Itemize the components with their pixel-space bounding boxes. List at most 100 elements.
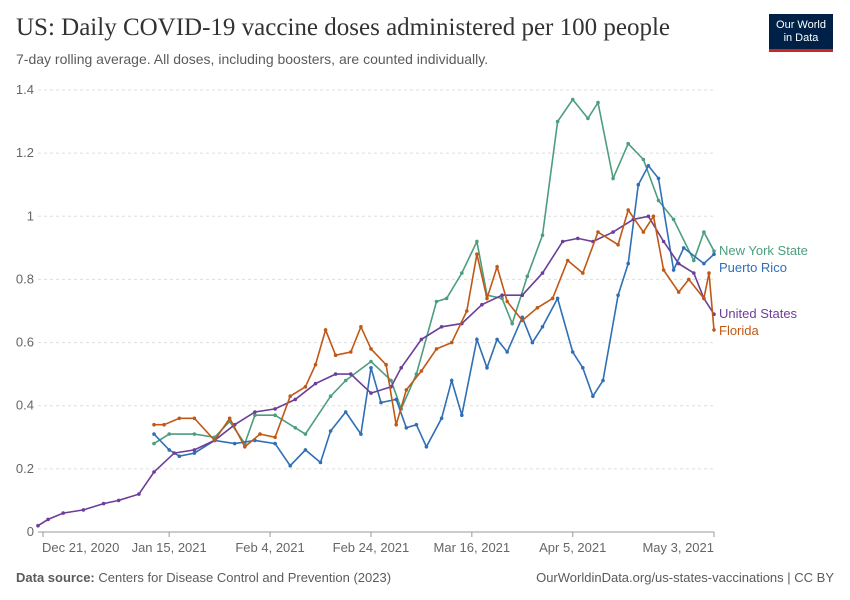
- data-point-united-states: [333, 372, 338, 376]
- data-point-puerto-rico: [581, 366, 585, 370]
- legend-label-florida: Florida: [719, 323, 760, 338]
- data-point-united-states: [611, 230, 615, 234]
- data-point-florida: [192, 416, 197, 421]
- data-point-united-states: [293, 397, 298, 402]
- data-point-new-york-state: [444, 296, 449, 301]
- data-point-florida: [475, 252, 479, 256]
- data-point-florida: [384, 362, 388, 367]
- data-point-new-york-state: [253, 413, 257, 418]
- chart-title: US: Daily COVID-19 vaccine doses adminis…: [16, 14, 671, 41]
- x-tick-label: Feb 24, 2021: [333, 540, 410, 555]
- source-label: Data source:: [16, 570, 95, 585]
- data-point-florida: [520, 318, 525, 323]
- data-point-puerto-rico: [232, 441, 237, 446]
- data-point-new-york-state: [434, 299, 439, 304]
- footer-url[interactable]: OurWorldinData.org/us-states-vaccination…: [536, 570, 834, 585]
- data-point-new-york-state: [293, 426, 298, 430]
- data-point-puerto-rico: [702, 261, 706, 266]
- data-point-florida: [152, 422, 156, 427]
- data-point-florida: [227, 416, 232, 421]
- owid-logo[interactable]: Our World in Data: [769, 14, 833, 52]
- data-point-florida: [404, 388, 409, 392]
- data-point-united-states: [152, 470, 156, 474]
- data-point-puerto-rico: [414, 422, 419, 427]
- data-point-puerto-rico: [424, 445, 429, 449]
- data-point-puerto-rico: [303, 448, 308, 452]
- x-tick-label: Jan 15, 2021: [132, 540, 207, 555]
- data-point-united-states: [520, 293, 525, 298]
- data-point-florida: [313, 362, 318, 367]
- data-point-united-states: [116, 498, 121, 503]
- data-point-florida: [419, 369, 424, 373]
- legend-label-united-states: United States: [719, 306, 798, 321]
- data-point-puerto-rico: [671, 268, 676, 272]
- data-point-united-states: [369, 391, 373, 395]
- data-point-puerto-rico: [485, 366, 489, 370]
- data-point-florida: [177, 416, 182, 421]
- data-point-united-states: [419, 337, 424, 342]
- data-point-united-states: [576, 236, 580, 241]
- data-point-new-york-state: [611, 176, 615, 181]
- data-point-florida: [243, 445, 247, 449]
- data-point-florida: [333, 353, 338, 358]
- series-line-new-york-state: [153, 98, 715, 446]
- data-point-puerto-rico: [555, 296, 560, 301]
- data-point-florida: [434, 347, 439, 351]
- data-point-united-states: [81, 508, 86, 512]
- chart-subtitle: 7-day rolling average. All doses, includ…: [16, 51, 489, 67]
- data-point-puerto-rico: [475, 337, 479, 342]
- data-point-new-york-state: [525, 274, 530, 279]
- data-point-puerto-rico: [591, 394, 595, 399]
- data-point-united-states: [313, 381, 318, 386]
- data-point-new-york-state: [671, 217, 676, 222]
- footer-source: Data source: Centers for Disease Control…: [16, 570, 391, 585]
- data-point-new-york-state: [702, 230, 706, 234]
- data-point-united-states: [273, 407, 277, 411]
- data-point-puerto-rico: [616, 293, 620, 298]
- data-point-united-states: [439, 325, 444, 329]
- data-point-florida: [616, 242, 620, 247]
- data-point-florida: [626, 208, 630, 212]
- data-point-united-states: [676, 261, 681, 266]
- data-point-florida: [349, 350, 353, 354]
- data-point-florida: [707, 271, 711, 275]
- series-line-united-states: [37, 215, 715, 527]
- data-point-new-york-state: [389, 378, 393, 383]
- data-point-puerto-rico: [273, 441, 277, 446]
- data-point-puerto-rico: [656, 176, 661, 181]
- data-point-florida: [288, 394, 293, 399]
- data-point-florida: [273, 435, 277, 440]
- data-point-new-york-state: [510, 321, 514, 326]
- data-point-new-york-state: [641, 157, 646, 162]
- data-point-new-york-state: [586, 116, 590, 121]
- data-point-florida: [369, 347, 373, 351]
- data-point-florida: [641, 230, 646, 234]
- data-point-united-states: [192, 448, 197, 452]
- data-point-puerto-rico: [318, 460, 323, 465]
- data-point-florida: [565, 258, 570, 263]
- data-point-puerto-rico: [449, 378, 454, 383]
- data-point-united-states: [692, 271, 696, 275]
- y-tick-label: 1: [27, 208, 34, 223]
- data-point-new-york-state: [596, 100, 600, 105]
- series-line-puerto-rico: [153, 164, 715, 467]
- data-point-united-states: [349, 372, 353, 376]
- data-point-united-states: [540, 271, 545, 275]
- data-point-united-states: [172, 451, 176, 455]
- data-point-puerto-rico: [379, 400, 383, 405]
- data-point-florida: [495, 265, 499, 269]
- data-point-united-states: [500, 293, 504, 298]
- data-point-new-york-state: [692, 258, 696, 263]
- data-point-florida: [550, 296, 555, 301]
- source-link[interactable]: Centers for Disease Control and Preventi…: [98, 570, 392, 585]
- data-point-puerto-rico: [505, 350, 510, 354]
- data-point-puerto-rico: [646, 164, 651, 168]
- data-point-new-york-state: [192, 432, 197, 436]
- data-point-new-york-state: [369, 359, 373, 364]
- data-point-puerto-rico: [495, 337, 499, 342]
- data-point-puerto-rico: [712, 252, 716, 256]
- data-point-united-states: [46, 517, 50, 522]
- y-tick-label: 0.4: [16, 398, 34, 413]
- data-point-puerto-rico: [359, 432, 363, 436]
